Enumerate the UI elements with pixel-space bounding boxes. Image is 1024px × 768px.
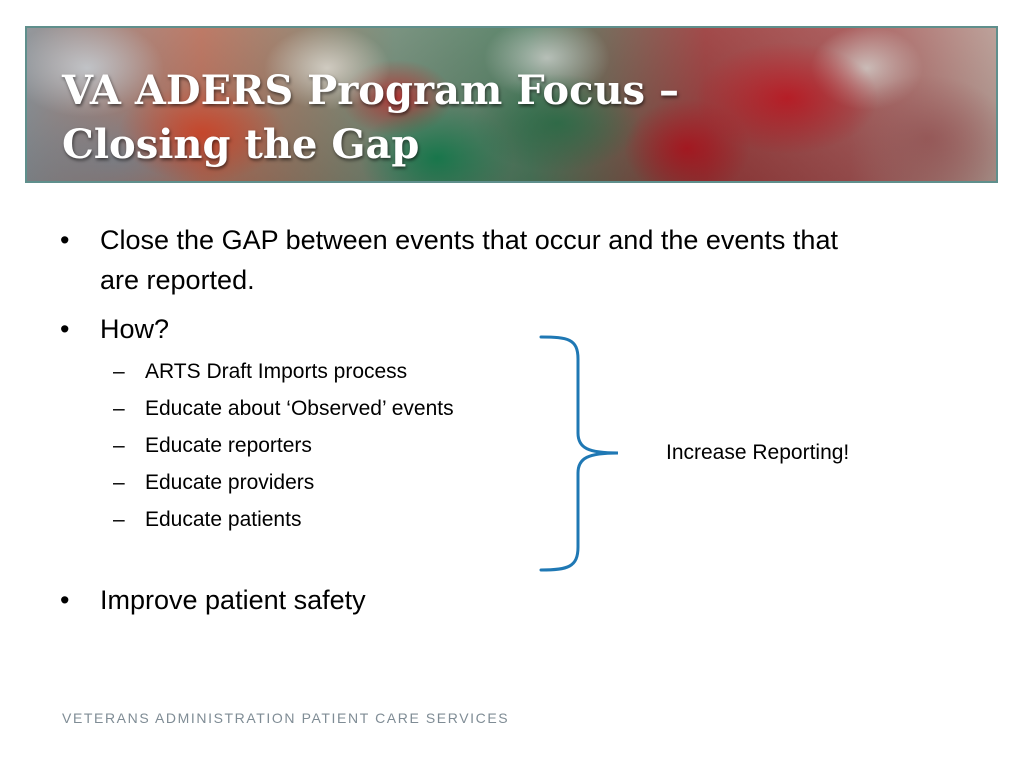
bullet-text-line-1: Close the GAP between events that occur … (100, 225, 838, 255)
bullet-marker: • (60, 314, 70, 344)
callout-increase-reporting: Increase Reporting! (666, 441, 850, 464)
bullet-marker: • (60, 585, 70, 615)
right-curly-brace-icon (539, 335, 619, 572)
header-banner-image (25, 26, 998, 183)
bullet-close-gap: • Close the GAP between events that occu… (60, 220, 1020, 300)
slide-title: VA ADERS Program Focus – Closing the Gap (62, 64, 679, 172)
bullet-how: • How? (60, 309, 1020, 349)
list-item-text: Educate about ‘Observed’ events (145, 397, 454, 420)
dash-marker: – (113, 434, 125, 457)
list-item-arts-draft-imports: – ARTS Draft Imports process (60, 353, 560, 390)
how-sub-list: – ARTS Draft Imports process – Educate a… (60, 353, 560, 538)
list-item-text: Educate providers (145, 471, 315, 494)
brace-path (539, 335, 619, 572)
dash-marker: – (113, 360, 125, 383)
bullet-marker: • (60, 225, 70, 255)
list-item-educate-observed: – Educate about ‘Observed’ events (60, 390, 560, 427)
list-item-text: Educate reporters (145, 434, 312, 457)
dash-marker: – (113, 508, 125, 531)
dash-marker: – (113, 471, 125, 494)
title-line-2: Closing the Gap (62, 121, 420, 168)
list-item-educate-reporters: – Educate reporters (60, 427, 560, 464)
list-item-educate-providers: – Educate providers (60, 464, 560, 501)
title-line-1: VA ADERS Program Focus – (62, 67, 679, 114)
bullet-text: How? (100, 314, 170, 344)
dash-marker: – (113, 397, 125, 420)
list-item-educate-patients: – Educate patients (60, 501, 560, 538)
list-item-text: Educate patients (145, 508, 302, 531)
bullet-text: Improve patient safety (100, 585, 366, 615)
list-item-text: ARTS Draft Imports process (145, 360, 408, 383)
slide-footer: VETERANS ADMINISTRATION PATIENT CARE SER… (62, 710, 510, 726)
bullet-text-line-2: are reported. (100, 265, 255, 295)
bullet-improve-safety: • Improve patient safety (60, 580, 1020, 620)
